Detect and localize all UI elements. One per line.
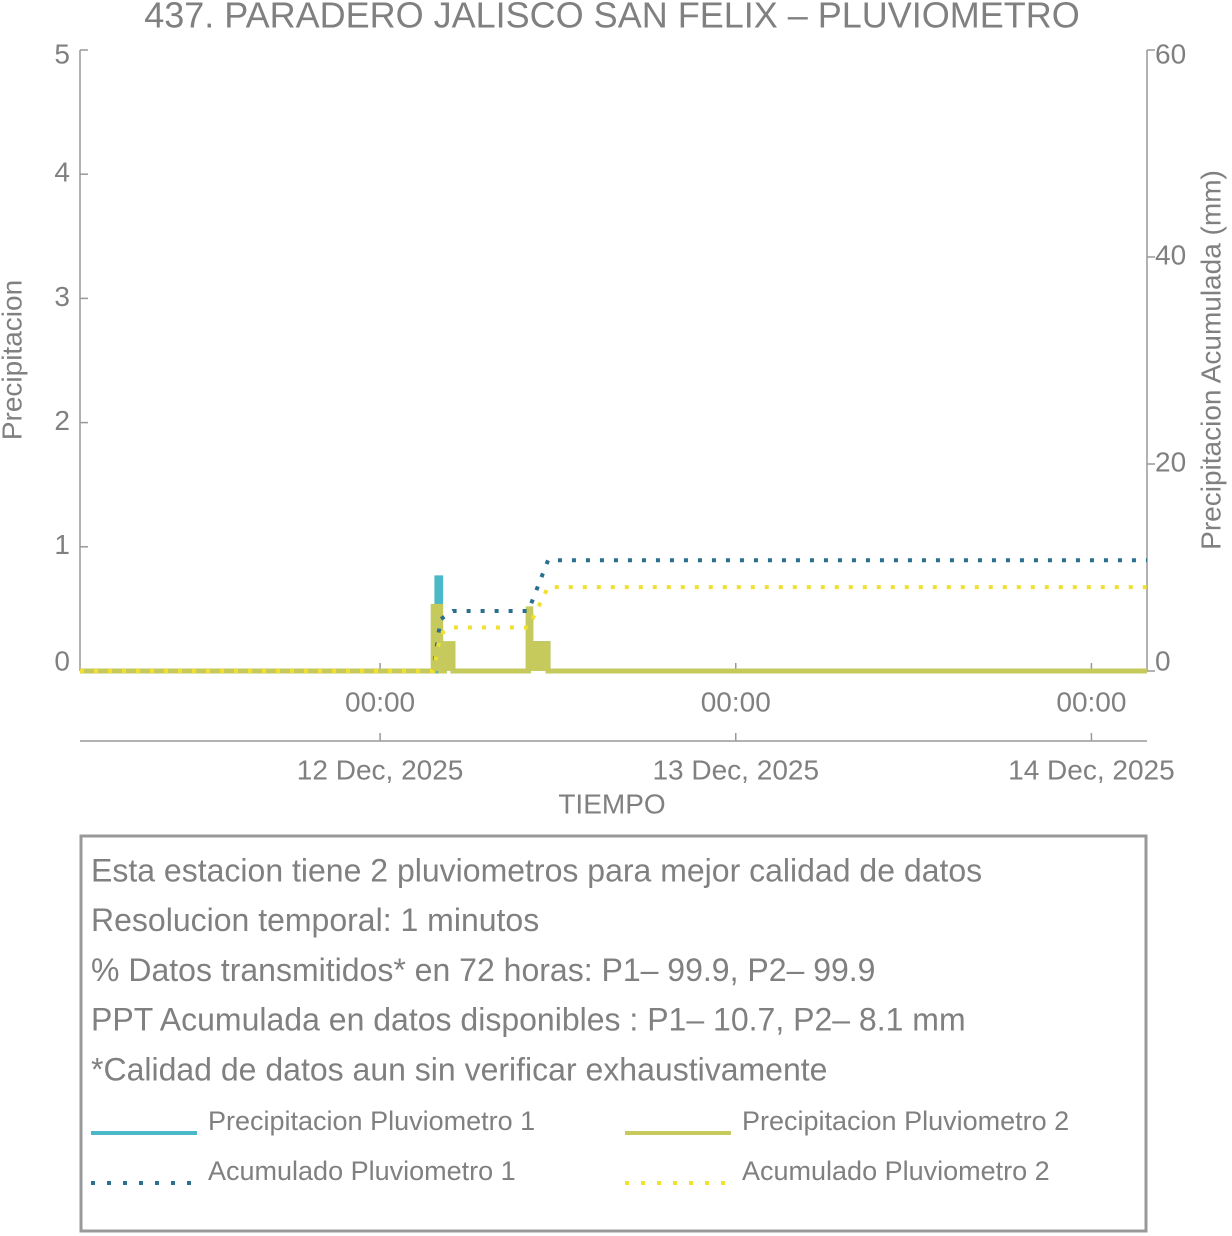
y-tick-label: 0 bbox=[54, 645, 70, 676]
y-tick-label: 3 bbox=[54, 281, 70, 312]
precip-line bbox=[80, 575, 1147, 674]
x-axis-label: TIEMPO bbox=[558, 788, 665, 819]
x-tick-label: 00:00 bbox=[1056, 686, 1126, 717]
y-tick-label: 4 bbox=[54, 157, 70, 188]
legend-label: Acumulado Pluviometro 1 bbox=[208, 1156, 516, 1186]
precip-line bbox=[80, 603, 1147, 674]
note: PPT Acumulada en datos disponibles : P1–… bbox=[91, 1002, 966, 1038]
x-tick-date: 14 Dec, 2025 bbox=[1008, 754, 1175, 785]
note: % Datos transmitidos* en 72 horas: P1– 9… bbox=[91, 952, 875, 988]
chart-title: 437. PARADERO JALISCO SAN FELIX – PLUVIO… bbox=[144, 0, 1080, 36]
y-tick-label: 1 bbox=[54, 529, 70, 560]
note: *Calidad de datos aun sin verificar exha… bbox=[91, 1051, 827, 1087]
y-axis-label: Precipitacion bbox=[0, 280, 27, 440]
y2-tick-label: 0 bbox=[1155, 645, 1171, 676]
y2-tick-label: 40 bbox=[1155, 239, 1186, 270]
x-tick-label: 00:00 bbox=[701, 686, 771, 717]
note: Esta estacion tiene 2 pluviometros para … bbox=[91, 852, 982, 888]
x-tick-date: 13 Dec, 2025 bbox=[652, 754, 819, 785]
y2-tick-label: 20 bbox=[1155, 446, 1186, 477]
x-tick-label: 00:00 bbox=[345, 686, 415, 717]
legend-label: Precipitacion Pluviometro 2 bbox=[742, 1106, 1069, 1136]
x-tick-date: 12 Dec, 2025 bbox=[297, 754, 464, 785]
cumulative-line bbox=[80, 558, 1147, 673]
note: Resolucion temporal: 1 minutos bbox=[91, 902, 539, 938]
y-tick-label: 2 bbox=[54, 405, 70, 436]
legend-label: Acumulado Pluviometro 2 bbox=[742, 1156, 1050, 1186]
y2-axis-label: Precipitacion Acumulada (mm) bbox=[1195, 170, 1226, 550]
cumulative-line bbox=[80, 585, 1147, 673]
y2-tick-label: 60 bbox=[1155, 38, 1186, 69]
legend-label: Precipitacion Pluviometro 1 bbox=[208, 1106, 535, 1136]
y-tick-label: 5 bbox=[54, 38, 70, 69]
info-box bbox=[79, 834, 1148, 1233]
